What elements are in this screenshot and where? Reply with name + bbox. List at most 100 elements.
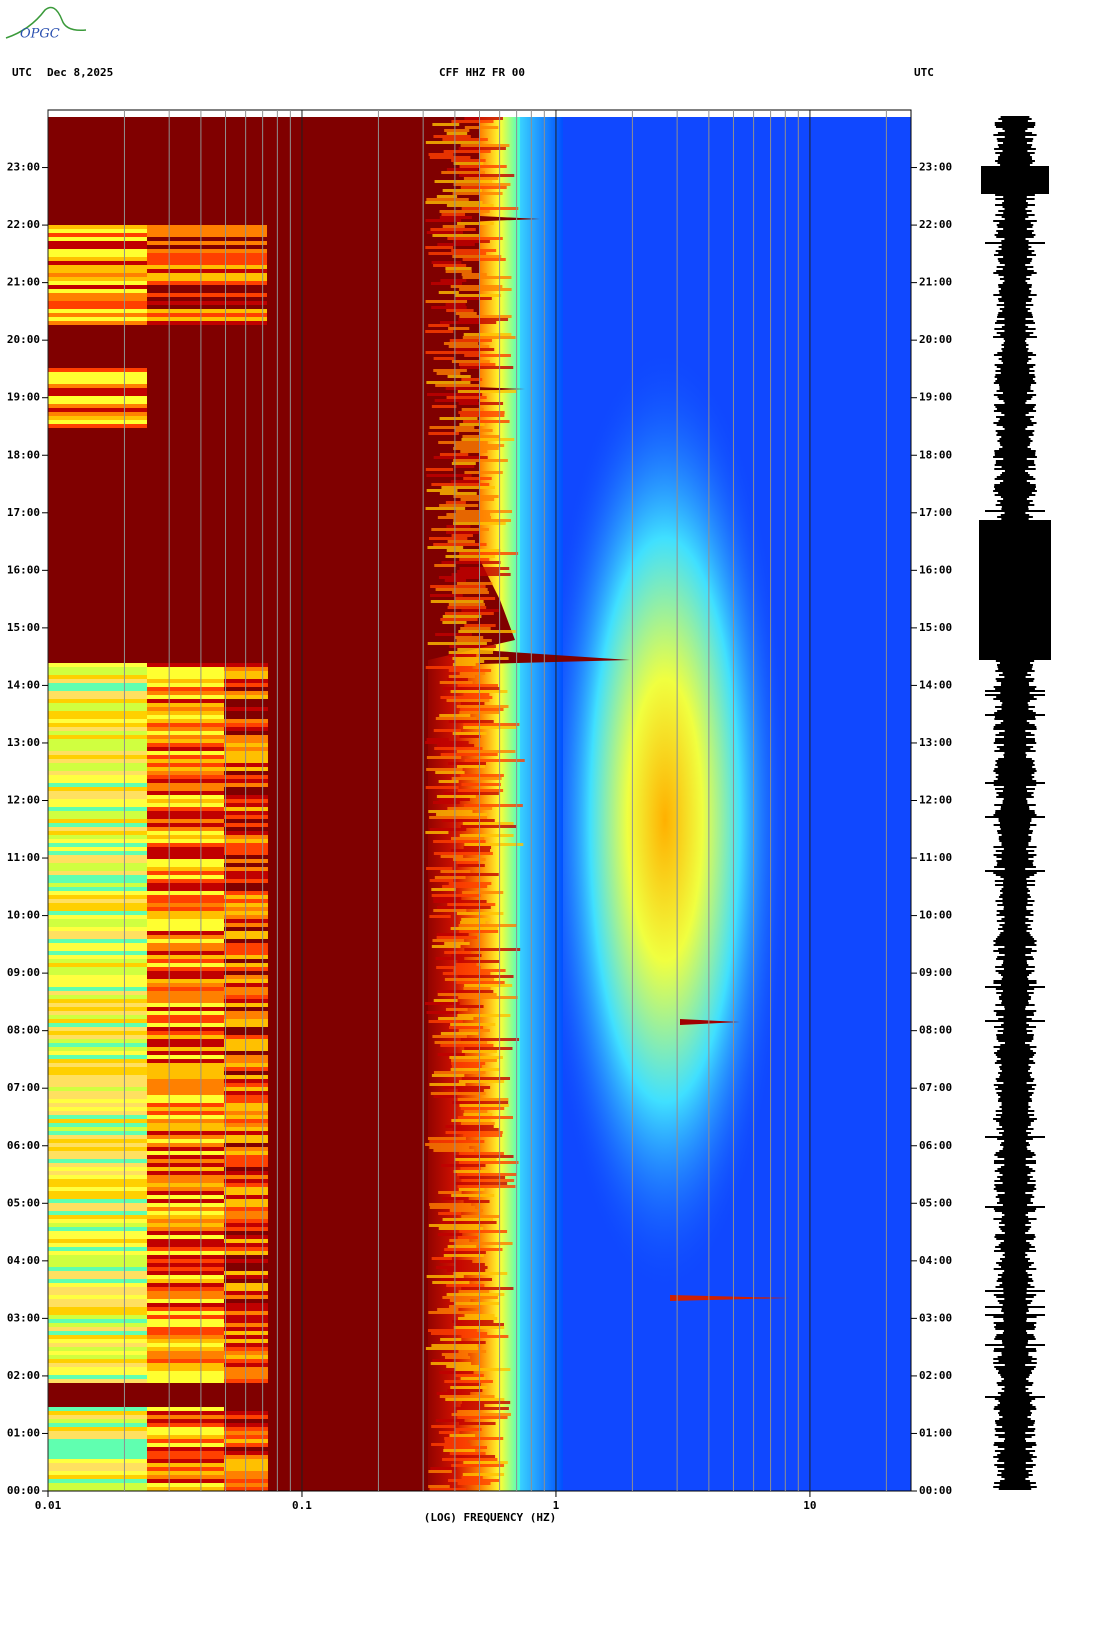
stripe <box>434 180 493 183</box>
stripe <box>48 396 147 400</box>
stripe <box>48 691 147 695</box>
stripe <box>451 360 490 363</box>
stripe <box>452 663 476 666</box>
stripe <box>444 951 471 954</box>
stripe <box>48 285 147 289</box>
stripe <box>147 695 224 699</box>
stripe <box>48 879 147 883</box>
stripe <box>147 1303 224 1307</box>
stripe <box>48 1183 147 1187</box>
stripe <box>463 693 490 696</box>
stripe <box>147 1199 224 1203</box>
stripe <box>439 492 477 495</box>
stripe <box>48 799 147 803</box>
stripe <box>48 1143 147 1147</box>
stripe <box>48 1047 147 1051</box>
stripe <box>147 983 224 987</box>
stripe <box>147 891 224 895</box>
stripe <box>48 1071 147 1075</box>
stripe <box>147 831 224 835</box>
stripe <box>442 1458 498 1461</box>
stripe <box>447 678 468 681</box>
stripe <box>147 1207 224 1211</box>
stripe <box>48 915 147 919</box>
stripe <box>464 117 503 120</box>
stripe <box>48 1203 147 1207</box>
stripe <box>429 816 488 819</box>
stripe <box>48 1067 147 1071</box>
stripe <box>453 1326 505 1329</box>
stripe <box>457 390 517 393</box>
stripe <box>147 787 224 791</box>
stripe <box>459 558 490 561</box>
stripe <box>48 1443 147 1447</box>
stripe <box>48 1367 147 1371</box>
x-tick-label: 0.1 <box>292 1499 312 1512</box>
stripe <box>461 1287 514 1290</box>
stripe <box>48 1235 147 1239</box>
stripe <box>448 327 470 330</box>
stripe <box>463 333 512 336</box>
stripe <box>433 1149 475 1152</box>
stripe <box>444 612 494 615</box>
stripe <box>48 1379 147 1383</box>
stripe <box>48 1279 147 1283</box>
stripe <box>48 871 147 875</box>
stripe <box>48 1043 147 1047</box>
seismogram-trace <box>979 116 1051 1490</box>
stripe <box>147 1475 224 1479</box>
stripe <box>147 1431 224 1435</box>
stripe <box>48 719 147 723</box>
stripe <box>147 1263 224 1267</box>
stripe <box>48 959 147 963</box>
stripe <box>147 895 224 899</box>
stripe <box>48 257 147 261</box>
stripe <box>147 1243 224 1247</box>
stripe <box>448 669 492 672</box>
stripe <box>48 1311 147 1315</box>
stripe <box>437 990 494 993</box>
stripe <box>457 1416 508 1419</box>
stripe <box>455 1263 485 1266</box>
stripe <box>459 567 510 570</box>
stripe <box>426 198 469 201</box>
stripe <box>147 995 224 999</box>
stripe <box>444 1380 493 1383</box>
stripe <box>454 465 475 468</box>
stripe <box>48 1315 147 1319</box>
stripe <box>433 852 493 855</box>
stripe <box>449 873 499 876</box>
stripe <box>48 1095 147 1099</box>
stripe <box>147 935 224 939</box>
stripe <box>48 843 147 847</box>
stripe <box>429 1488 467 1491</box>
stripe <box>436 372 461 375</box>
stripe <box>48 400 147 404</box>
stripe <box>462 258 506 261</box>
stripe <box>431 483 490 486</box>
stripe <box>460 144 510 147</box>
stripe <box>147 1015 224 1019</box>
stripe <box>147 1359 224 1363</box>
stripe <box>456 861 479 864</box>
stripe <box>432 234 480 237</box>
stripe <box>464 948 521 951</box>
stripe <box>437 243 475 246</box>
logo-text: OPGC <box>20 27 60 42</box>
stripe <box>48 1083 147 1087</box>
stripe <box>48 1259 147 1263</box>
stripe <box>436 195 458 198</box>
stripe <box>440 870 471 873</box>
stripe <box>437 906 491 909</box>
stripe <box>453 162 484 165</box>
stripe <box>459 672 486 675</box>
stripe <box>48 1135 147 1139</box>
stripe <box>459 174 515 177</box>
stripe <box>432 801 460 804</box>
stripe <box>459 414 505 417</box>
stripe <box>147 703 224 707</box>
stripe <box>48 1331 147 1335</box>
stripe <box>434 399 478 402</box>
stripe <box>459 165 507 168</box>
stripe <box>147 751 224 755</box>
